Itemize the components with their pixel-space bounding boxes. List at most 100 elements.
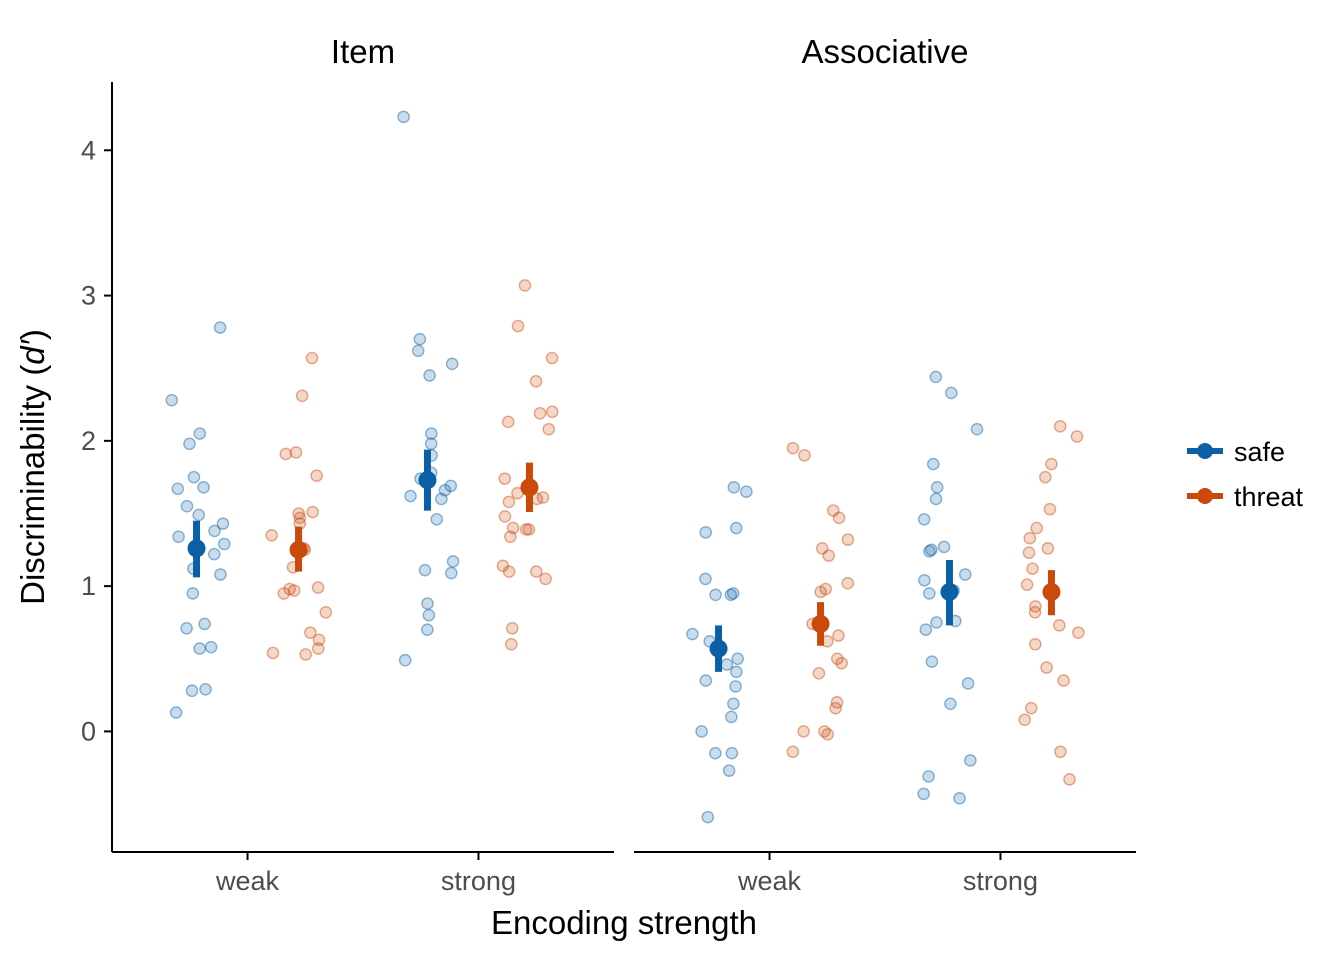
data-point-threat bbox=[498, 510, 512, 523]
data-point-threat bbox=[815, 542, 829, 555]
data-point-threat bbox=[312, 633, 326, 647]
data-point-threat bbox=[829, 701, 842, 715]
data-point-safe bbox=[929, 370, 943, 384]
data-point-threat bbox=[545, 351, 559, 365]
y-tick-label: 3 bbox=[81, 281, 96, 311]
data-point-safe bbox=[727, 697, 740, 711]
data-point-safe bbox=[398, 653, 412, 667]
data-point-threat bbox=[518, 279, 532, 292]
data-point-safe bbox=[699, 572, 712, 586]
data-point-threat bbox=[498, 472, 512, 485]
data-point-safe bbox=[438, 483, 452, 497]
x-tick-label-strong: strong bbox=[441, 866, 516, 896]
legend-item-threat: threat bbox=[1187, 482, 1304, 512]
panel-associative: weak strong bbox=[634, 370, 1136, 896]
data-point-threat bbox=[1063, 773, 1076, 786]
data-point-safe bbox=[726, 587, 740, 600]
data-point-safe bbox=[930, 616, 943, 629]
data-point-safe bbox=[180, 621, 193, 635]
data-point-threat bbox=[1023, 531, 1037, 545]
data-point-threat bbox=[1045, 457, 1058, 471]
data-point-threat bbox=[835, 656, 848, 670]
data-point-safe bbox=[722, 764, 736, 777]
x-axis-title: Encoding strength bbox=[491, 904, 757, 941]
data-point-threat bbox=[1020, 578, 1034, 591]
data-point-threat bbox=[299, 648, 313, 661]
data-point-threat bbox=[1043, 502, 1057, 516]
data-point-safe bbox=[180, 499, 194, 513]
data-point-safe bbox=[217, 537, 231, 551]
data-point-threat bbox=[265, 528, 278, 542]
data-point-safe bbox=[430, 513, 444, 526]
data-point-threat bbox=[819, 582, 832, 596]
data-point-safe bbox=[925, 543, 938, 557]
data-point-threat bbox=[830, 696, 844, 709]
data-point-threat bbox=[812, 667, 826, 680]
data-point-safe bbox=[970, 422, 984, 436]
data-point-threat bbox=[502, 495, 516, 509]
data-point-safe bbox=[199, 682, 212, 696]
data-point-safe bbox=[699, 526, 713, 539]
data-point-safe bbox=[729, 521, 743, 535]
data-point-safe bbox=[917, 513, 931, 526]
data-point-safe bbox=[919, 623, 933, 637]
y-axis-title-italic: d′ bbox=[14, 338, 51, 364]
data-point-threat bbox=[277, 587, 291, 600]
data-point-threat bbox=[504, 637, 518, 651]
data-point-threat bbox=[295, 389, 309, 403]
facet-title-item: Item bbox=[331, 33, 395, 70]
data-point-safe bbox=[699, 674, 713, 687]
data-point-threat bbox=[293, 511, 307, 525]
data-point-safe bbox=[183, 437, 196, 451]
y-axis-title-prefix: Discriminability ( bbox=[14, 365, 51, 605]
data-point-safe bbox=[953, 791, 966, 805]
data-point-threat bbox=[1039, 470, 1052, 484]
y-tick-label: 2 bbox=[81, 426, 96, 456]
data-point-threat bbox=[310, 469, 323, 483]
data-point-safe bbox=[729, 680, 742, 693]
data-point-safe bbox=[944, 697, 957, 711]
data-point-safe bbox=[725, 710, 738, 724]
data-point-safe bbox=[964, 754, 977, 767]
data-point-safe bbox=[186, 587, 200, 600]
data-point-safe bbox=[435, 492, 448, 506]
data-point-threat bbox=[505, 621, 519, 635]
data-point-threat bbox=[289, 446, 303, 459]
data-point-threat bbox=[539, 572, 552, 586]
data-point-safe bbox=[918, 574, 931, 587]
data-point-safe bbox=[418, 563, 432, 577]
data-point-threat bbox=[501, 415, 515, 429]
data-point-safe bbox=[165, 393, 179, 407]
data-point-safe bbox=[724, 588, 738, 602]
data-point-safe bbox=[709, 746, 722, 760]
x-tick-label-weak: weak bbox=[215, 866, 280, 896]
data-point-threat bbox=[504, 530, 517, 544]
legend-key-dot-safe bbox=[1197, 443, 1213, 459]
data-point-threat bbox=[266, 646, 280, 660]
mean-point-safe bbox=[187, 539, 206, 558]
data-point-safe bbox=[958, 568, 972, 581]
data-point-safe bbox=[686, 627, 699, 641]
data-point-safe bbox=[720, 658, 734, 671]
data-point-safe bbox=[185, 684, 199, 698]
data-point-safe bbox=[216, 517, 230, 530]
legend: safe threat bbox=[1187, 437, 1304, 512]
data-point-safe bbox=[404, 489, 417, 503]
facet-title-associative: Associative bbox=[802, 33, 969, 70]
data-point-threat bbox=[818, 725, 831, 738]
data-point-safe bbox=[193, 427, 207, 440]
data-point-threat bbox=[1040, 661, 1053, 674]
mean-point-safe bbox=[418, 471, 437, 490]
y-tick-label: 0 bbox=[81, 716, 96, 746]
mean-point-threat bbox=[811, 614, 830, 633]
data-point-threat bbox=[821, 728, 835, 741]
data-point-threat bbox=[311, 581, 325, 594]
data-point-safe bbox=[740, 485, 753, 498]
data-point-threat bbox=[1041, 542, 1055, 555]
data-point-safe bbox=[208, 524, 221, 538]
data-point-safe bbox=[192, 508, 206, 522]
data-point-threat bbox=[1018, 713, 1031, 727]
data-point-safe bbox=[926, 457, 940, 471]
data-point-safe bbox=[187, 470, 201, 484]
